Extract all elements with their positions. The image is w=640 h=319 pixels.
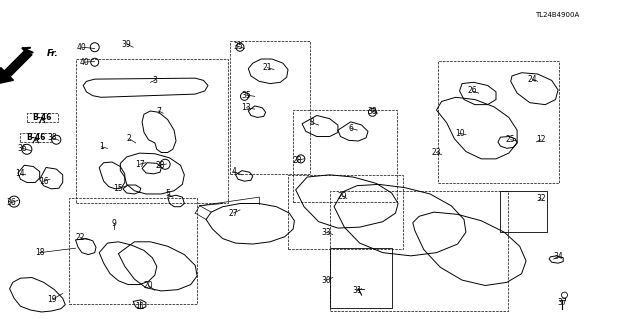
Text: 32: 32	[536, 194, 546, 203]
Text: 15: 15	[113, 184, 124, 193]
Text: 11: 11	[135, 302, 144, 311]
Text: TL24B4900A: TL24B4900A	[534, 12, 579, 18]
Text: 21: 21	[263, 63, 272, 72]
Text: 14: 14	[15, 169, 26, 178]
Bar	[330, 191, 508, 311]
Text: 27: 27	[228, 209, 239, 218]
Text: 36: 36	[6, 198, 17, 207]
FancyArrow shape	[0, 49, 32, 84]
Bar	[69, 198, 197, 304]
Text: 30: 30	[321, 276, 332, 285]
Text: 2: 2	[127, 134, 132, 143]
Bar	[500, 191, 547, 232]
Bar	[438, 61, 559, 183]
Text: 4: 4	[231, 167, 236, 176]
Text: 38: 38	[47, 133, 58, 142]
Text: 34: 34	[553, 252, 563, 261]
Text: 8: 8	[310, 118, 315, 127]
Text: 37: 37	[557, 298, 567, 307]
Text: 35: 35	[233, 42, 243, 51]
Bar	[293, 110, 397, 202]
Text: 3: 3	[152, 76, 157, 85]
Text: 35: 35	[241, 91, 252, 100]
Text: 40: 40	[79, 58, 90, 67]
Text: 19: 19	[47, 295, 58, 304]
Text: 12: 12	[536, 135, 545, 144]
Text: 24: 24	[527, 75, 538, 84]
Text: Fr.: Fr.	[47, 49, 58, 58]
Text: 36: 36	[17, 144, 28, 153]
Text: 16: 16	[38, 177, 49, 186]
Text: 9: 9	[111, 219, 116, 228]
Text: 13: 13	[241, 103, 252, 112]
Bar	[20, 133, 51, 142]
Text: 20: 20	[143, 281, 154, 290]
Text: 7: 7	[156, 107, 161, 115]
Text: 18: 18	[35, 248, 44, 257]
Text: 28: 28	[293, 156, 302, 165]
Text: 5: 5	[165, 189, 170, 198]
Bar	[27, 113, 58, 122]
Text: 39: 39	[122, 40, 132, 48]
Text: 1: 1	[99, 142, 104, 151]
Text: 38: 38	[367, 107, 378, 115]
Text: 26: 26	[467, 86, 477, 95]
Text: 25: 25	[506, 135, 516, 144]
Bar	[330, 248, 392, 308]
Text: 29: 29	[337, 192, 348, 201]
Text: 17: 17	[134, 160, 145, 169]
Text: 23: 23	[431, 148, 442, 157]
Text: 31: 31	[352, 286, 362, 295]
Text: B-46: B-46	[33, 113, 52, 122]
Text: 6: 6	[348, 124, 353, 133]
Text: 10: 10	[454, 129, 465, 138]
Text: 40: 40	[77, 43, 87, 52]
Bar	[76, 59, 228, 203]
Bar	[288, 175, 403, 249]
Text: 28: 28	[156, 161, 164, 170]
Text: B-46: B-46	[26, 133, 45, 142]
Text: 33: 33	[321, 228, 332, 237]
Bar	[230, 41, 310, 174]
Text: 22: 22	[76, 233, 84, 242]
